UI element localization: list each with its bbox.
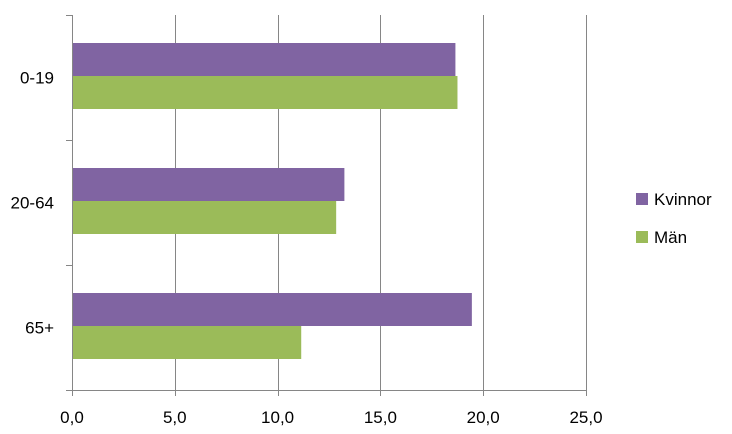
legend-swatch-Kvinnor (636, 193, 648, 205)
category-label: 65+ (25, 319, 54, 338)
category-label: 0-19 (20, 69, 54, 88)
bar-0-19-Män (73, 76, 458, 109)
bar-65+-Kvinnor (73, 293, 472, 326)
bar-20-64-Kvinnor (73, 168, 345, 201)
category-label: 20-64 (11, 194, 54, 213)
legend: Kvinnor Män (636, 190, 712, 247)
legend-label: Kvinnor (654, 190, 712, 209)
category-labels: 0-19 20-64 65+ (11, 69, 55, 338)
x-tick-label: 15,0 (364, 408, 397, 427)
bar-0-19-Kvinnor (73, 43, 456, 76)
legend-swatch-Män (636, 231, 648, 243)
bar-65+-Män (73, 326, 302, 359)
bar-20-64-Män (73, 201, 337, 234)
axes (66, 15, 587, 396)
x-tick-label: 0,0 (60, 408, 84, 427)
x-tick-label: 5,0 (163, 408, 187, 427)
x-tick-labels: 0,0 5,0 10,0 15,0 20,0 25,0 (60, 408, 602, 427)
bars (73, 43, 472, 359)
x-tick-label: 25,0 (569, 408, 602, 427)
x-tick-label: 10,0 (261, 408, 294, 427)
x-tick-label: 20,0 (467, 408, 500, 427)
legend-label: Män (654, 228, 687, 247)
